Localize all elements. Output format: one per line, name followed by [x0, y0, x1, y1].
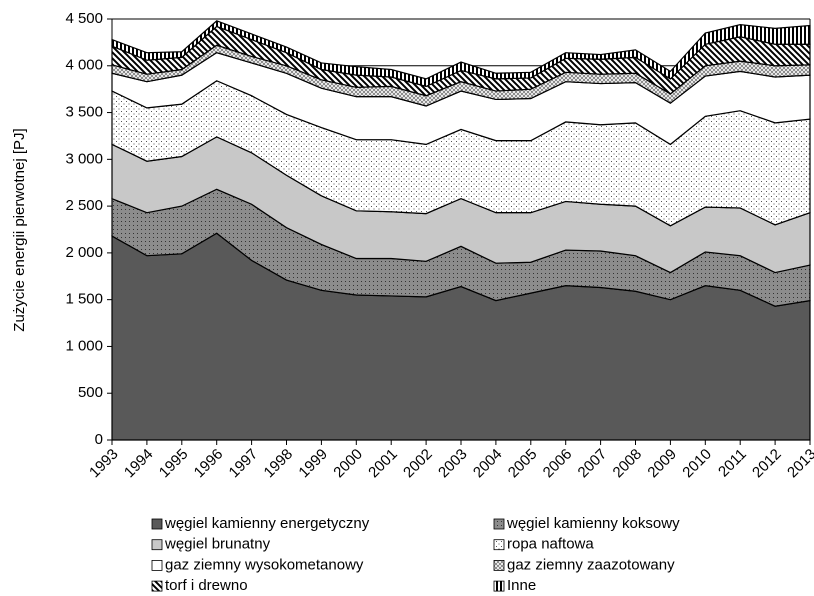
legend-swatch — [151, 560, 163, 571]
x-tick-label: 2012 — [749, 446, 785, 482]
legend-label: ropa naftowa — [507, 536, 594, 553]
legend-swatch — [151, 539, 163, 551]
x-tick-label: 2005 — [505, 446, 541, 482]
y-tick-label: 2 500 — [65, 197, 103, 214]
y-tick-label: 3 500 — [65, 104, 103, 121]
legend-swatch — [151, 580, 163, 592]
x-tick-label: 1993 — [86, 446, 122, 482]
x-tick-label: 1998 — [261, 446, 297, 482]
x-tick-label: 1994 — [121, 446, 157, 482]
legend-label: gaz ziemny zaazotowany — [507, 556, 675, 573]
y-tick-label: 1 500 — [65, 291, 103, 308]
y-tick-label: 1 000 — [65, 337, 103, 354]
x-tick-label: 2003 — [435, 446, 471, 482]
x-tick-label: 2006 — [540, 446, 576, 482]
x-tick-label: 2011 — [715, 446, 750, 481]
y-tick-label: 4 000 — [65, 57, 103, 74]
legend-label: torf i drewno — [165, 577, 248, 594]
x-tick-label: 1999 — [295, 446, 331, 482]
x-tick-label: 2010 — [679, 446, 715, 482]
x-tick-label: 1996 — [191, 446, 227, 482]
legend-label: węgiel kamienny koksowy — [506, 515, 680, 532]
x-tick-label: 2009 — [644, 446, 680, 482]
x-tick-label: 2007 — [575, 446, 611, 482]
legend-swatch — [493, 580, 505, 592]
y-tick-label: 3 000 — [65, 150, 103, 167]
y-tick-label: 2 000 — [65, 244, 103, 261]
x-tick-label: 2004 — [470, 446, 506, 482]
x-tick-label: 2001 — [365, 446, 401, 482]
y-axis-label: Zużycie energii pierwotnej [PJ] — [11, 128, 28, 331]
legend-label: węgiel brunatny — [164, 536, 271, 553]
x-tick-label: 2013 — [784, 446, 814, 482]
y-tick-label: 4 500 — [65, 10, 103, 27]
legend-swatch — [493, 518, 505, 530]
x-tick-label: 2002 — [400, 446, 436, 482]
x-tick-label: 2008 — [610, 446, 646, 482]
legend-swatch — [151, 518, 163, 530]
x-tick-label: 1995 — [156, 446, 192, 482]
x-tick-label: 1997 — [226, 446, 262, 482]
legend-swatch — [493, 560, 505, 571]
legend-label: węgiel kamienny energetyczny — [164, 515, 370, 532]
x-tick-label: 2000 — [330, 446, 366, 482]
y-tick-label: 500 — [78, 384, 103, 401]
y-tick-label: 0 — [95, 431, 103, 448]
legend-label: gaz ziemny wysokometanowy — [165, 556, 364, 573]
legend-label: Inne — [507, 577, 536, 594]
legend-swatch — [493, 539, 505, 551]
